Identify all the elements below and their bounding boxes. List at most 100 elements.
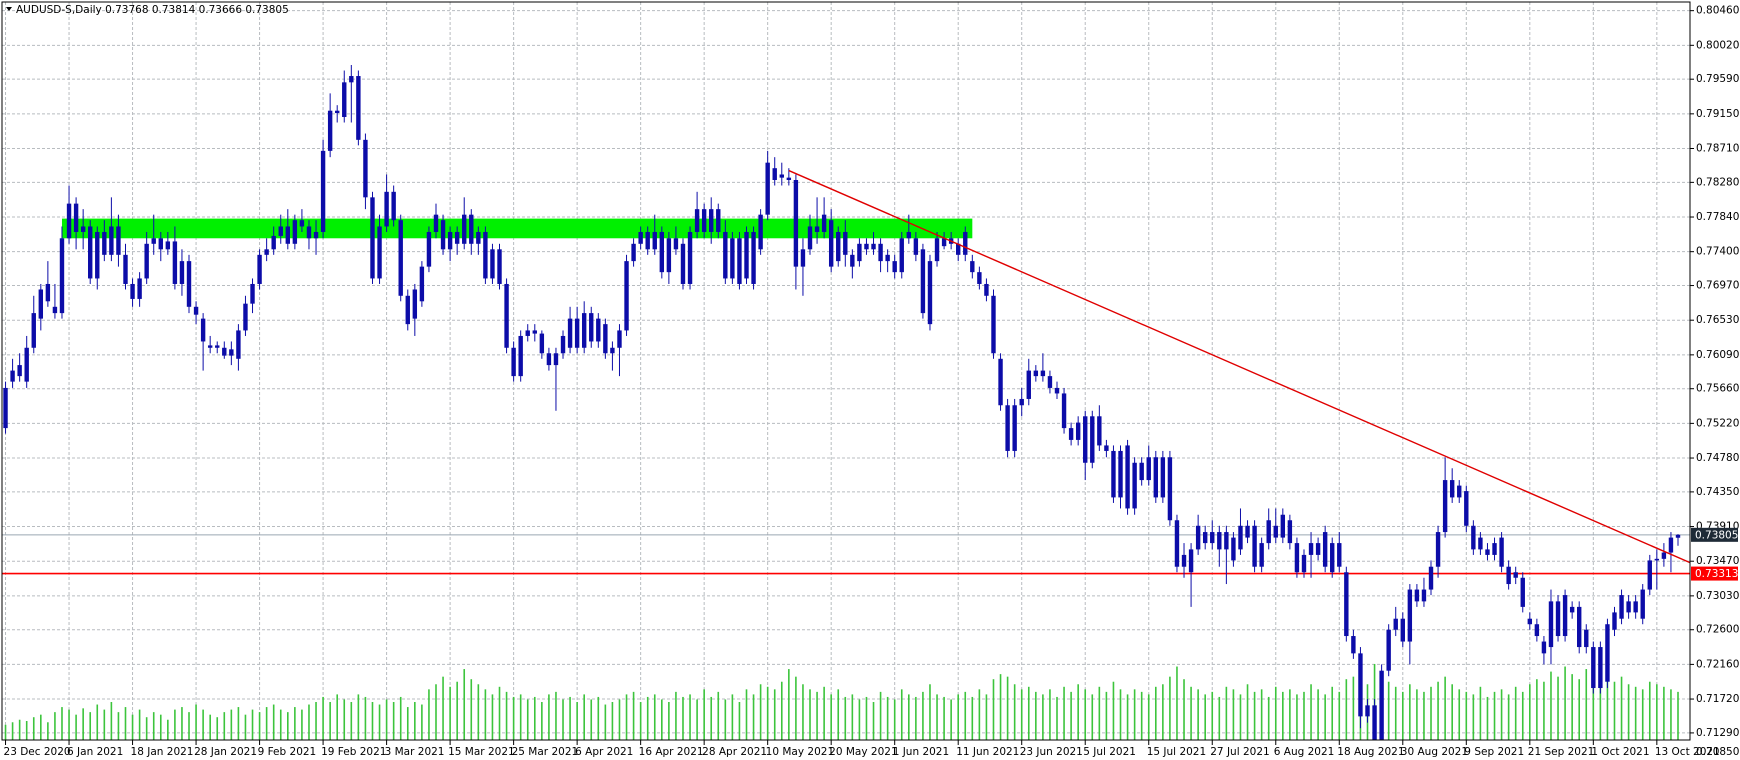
- candle-body: [638, 231, 643, 244]
- volume-bar: [717, 691, 720, 740]
- candle-body: [751, 231, 756, 284]
- candle-body: [701, 209, 707, 232]
- volume-bar: [639, 702, 642, 740]
- y-tick-label: 0.70850: [1696, 746, 1739, 758]
- volume-bar: [1444, 676, 1446, 740]
- volume-bar: [1197, 689, 1199, 740]
- candle-body: [878, 243, 883, 262]
- y-tick-label: 0.78710: [1696, 142, 1739, 154]
- volume-bar: [668, 702, 670, 740]
- volume-bar: [618, 699, 621, 740]
- volume-bar: [625, 694, 628, 740]
- volume-bar: [1634, 686, 1637, 740]
- candle-body: [1005, 405, 1010, 451]
- x-tick-label: 11 Jun 2021: [956, 746, 1019, 758]
- volume-bar: [1472, 694, 1475, 740]
- candle-body: [130, 283, 135, 299]
- volume-bar: [406, 707, 409, 740]
- volume-bar: [611, 702, 614, 740]
- volume-bar: [908, 694, 910, 740]
- candle-body: [1111, 450, 1116, 498]
- candle-body: [574, 318, 580, 348]
- candle-body: [1386, 629, 1391, 671]
- y-tick-label: 0.79590: [1696, 73, 1739, 85]
- candle-body: [645, 231, 650, 250]
- volume-bar: [512, 696, 515, 740]
- volume-bar: [272, 704, 275, 740]
- y-tick-label: 0.71290: [1696, 727, 1739, 739]
- volume-bar: [936, 694, 938, 740]
- volume-bar: [1126, 694, 1129, 740]
- x-tick-label: 9 Sep 2021: [1464, 746, 1524, 758]
- candle-body: [1633, 601, 1638, 613]
- candle-body: [1083, 416, 1088, 463]
- volume-bar: [533, 696, 536, 740]
- volume-bar: [1529, 684, 1531, 740]
- volume-bar: [1133, 689, 1136, 740]
- candle-body: [1174, 520, 1180, 567]
- candle-body: [1358, 653, 1363, 717]
- candle-body: [193, 306, 199, 315]
- volume-bar: [491, 694, 494, 740]
- volume-bar: [399, 696, 402, 740]
- candle-body: [144, 243, 149, 279]
- volume-bar: [1310, 684, 1312, 740]
- volume-bar: [780, 681, 783, 740]
- candle-body: [828, 220, 834, 267]
- candle-body: [1675, 534, 1681, 538]
- candle-body: [1012, 405, 1017, 451]
- volume-bar: [1578, 679, 1581, 740]
- volume-bar: [1183, 679, 1185, 740]
- candle-body: [384, 191, 389, 227]
- candle-body: [567, 318, 573, 348]
- candle-body: [17, 365, 22, 377]
- volume-bar: [1147, 694, 1150, 740]
- y-tick-label: 0.72600: [1696, 624, 1739, 636]
- volume-bar: [844, 696, 847, 740]
- volume-bar: [47, 722, 49, 740]
- volume-bar: [1345, 679, 1348, 740]
- volume-bar: [1670, 689, 1672, 740]
- volume-bar: [1394, 686, 1397, 740]
- candle-body: [1654, 558, 1660, 561]
- x-tick-label: 21 Sep 2021: [1528, 746, 1595, 758]
- volume-bar: [343, 699, 346, 740]
- candle-body: [1351, 636, 1356, 654]
- volume-bar: [1042, 694, 1044, 740]
- volume-bar: [1112, 681, 1115, 740]
- volume-bar: [1585, 669, 1588, 740]
- volume-bar: [1267, 696, 1270, 740]
- candle-body: [546, 353, 552, 366]
- candle-body: [1414, 589, 1420, 602]
- candle-body: [998, 358, 1003, 406]
- candle-body: [1577, 606, 1582, 648]
- volume-bar: [1430, 686, 1432, 740]
- y-tick-label: 0.73470: [1696, 555, 1739, 567]
- candle-body: [737, 238, 742, 284]
- x-tick-label: 19 Feb 2021: [321, 746, 386, 758]
- candle-body: [412, 289, 418, 319]
- volume-bar: [886, 696, 889, 740]
- x-tick-label: 23 Dec 2020: [4, 746, 71, 758]
- volume-bar: [893, 699, 896, 740]
- volume-bar: [216, 717, 219, 740]
- candle-body: [1322, 532, 1328, 567]
- volume-bar: [103, 709, 106, 740]
- volume-bar: [978, 689, 981, 740]
- candle-body: [1612, 612, 1617, 630]
- candle-body: [165, 241, 171, 250]
- candle-body: [1075, 422, 1081, 440]
- volume-bar: [237, 707, 240, 740]
- volume-bar: [1592, 671, 1595, 740]
- candle-body: [229, 349, 234, 356]
- volume-bar: [181, 707, 183, 740]
- candle-body: [631, 243, 636, 262]
- volume-bar: [54, 712, 56, 740]
- x-tick-label: 27 Jul 2021: [1210, 746, 1269, 758]
- candle-body: [1527, 618, 1533, 625]
- volume-bar: [251, 709, 254, 740]
- candle-body: [426, 231, 432, 267]
- menu-arrow[interactable]: [6, 7, 12, 11]
